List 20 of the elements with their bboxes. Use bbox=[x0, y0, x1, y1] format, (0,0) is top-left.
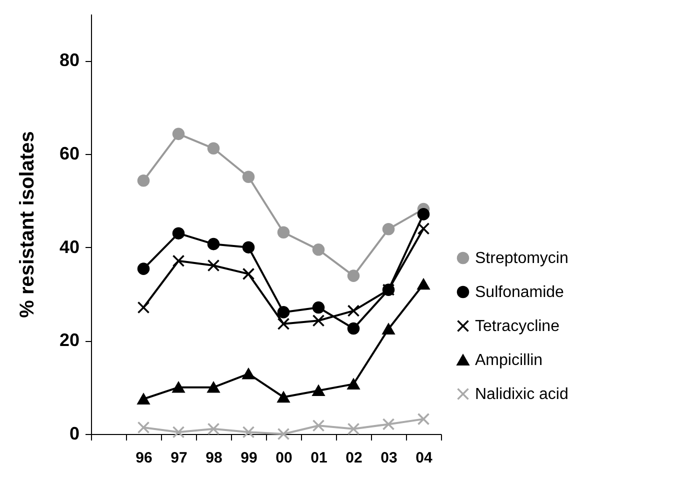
x-tick-label: 02 bbox=[346, 450, 362, 466]
legend-label: Nalidixic acid bbox=[475, 386, 568, 403]
y-tick-label: 80 bbox=[59, 50, 80, 70]
x-tick-label: 00 bbox=[276, 450, 292, 466]
x-tick-label: 03 bbox=[380, 450, 398, 466]
x-tick-label: 96 bbox=[136, 450, 152, 466]
x-tick-label: 97 bbox=[170, 450, 188, 466]
x-tick-label: 99 bbox=[240, 450, 258, 466]
legend-label: Ampicillin bbox=[475, 352, 543, 369]
x-tick-label: 98 bbox=[206, 450, 222, 466]
legend-label: Tetracycline bbox=[475, 318, 560, 335]
y-tick-label: 60 bbox=[59, 144, 80, 164]
y-axis-title: % resistant isolates bbox=[16, 131, 38, 318]
x-tick-label: 01 bbox=[310, 450, 328, 466]
legend-label: Streptomycin bbox=[475, 250, 568, 267]
x-tick-label: 04 bbox=[416, 450, 433, 466]
y-tick-label: 40 bbox=[59, 236, 80, 257]
y-tick-label: 20 bbox=[59, 330, 80, 350]
y-tick-label: 0 bbox=[69, 424, 80, 444]
legend-label: Sulfonamide bbox=[475, 284, 564, 301]
